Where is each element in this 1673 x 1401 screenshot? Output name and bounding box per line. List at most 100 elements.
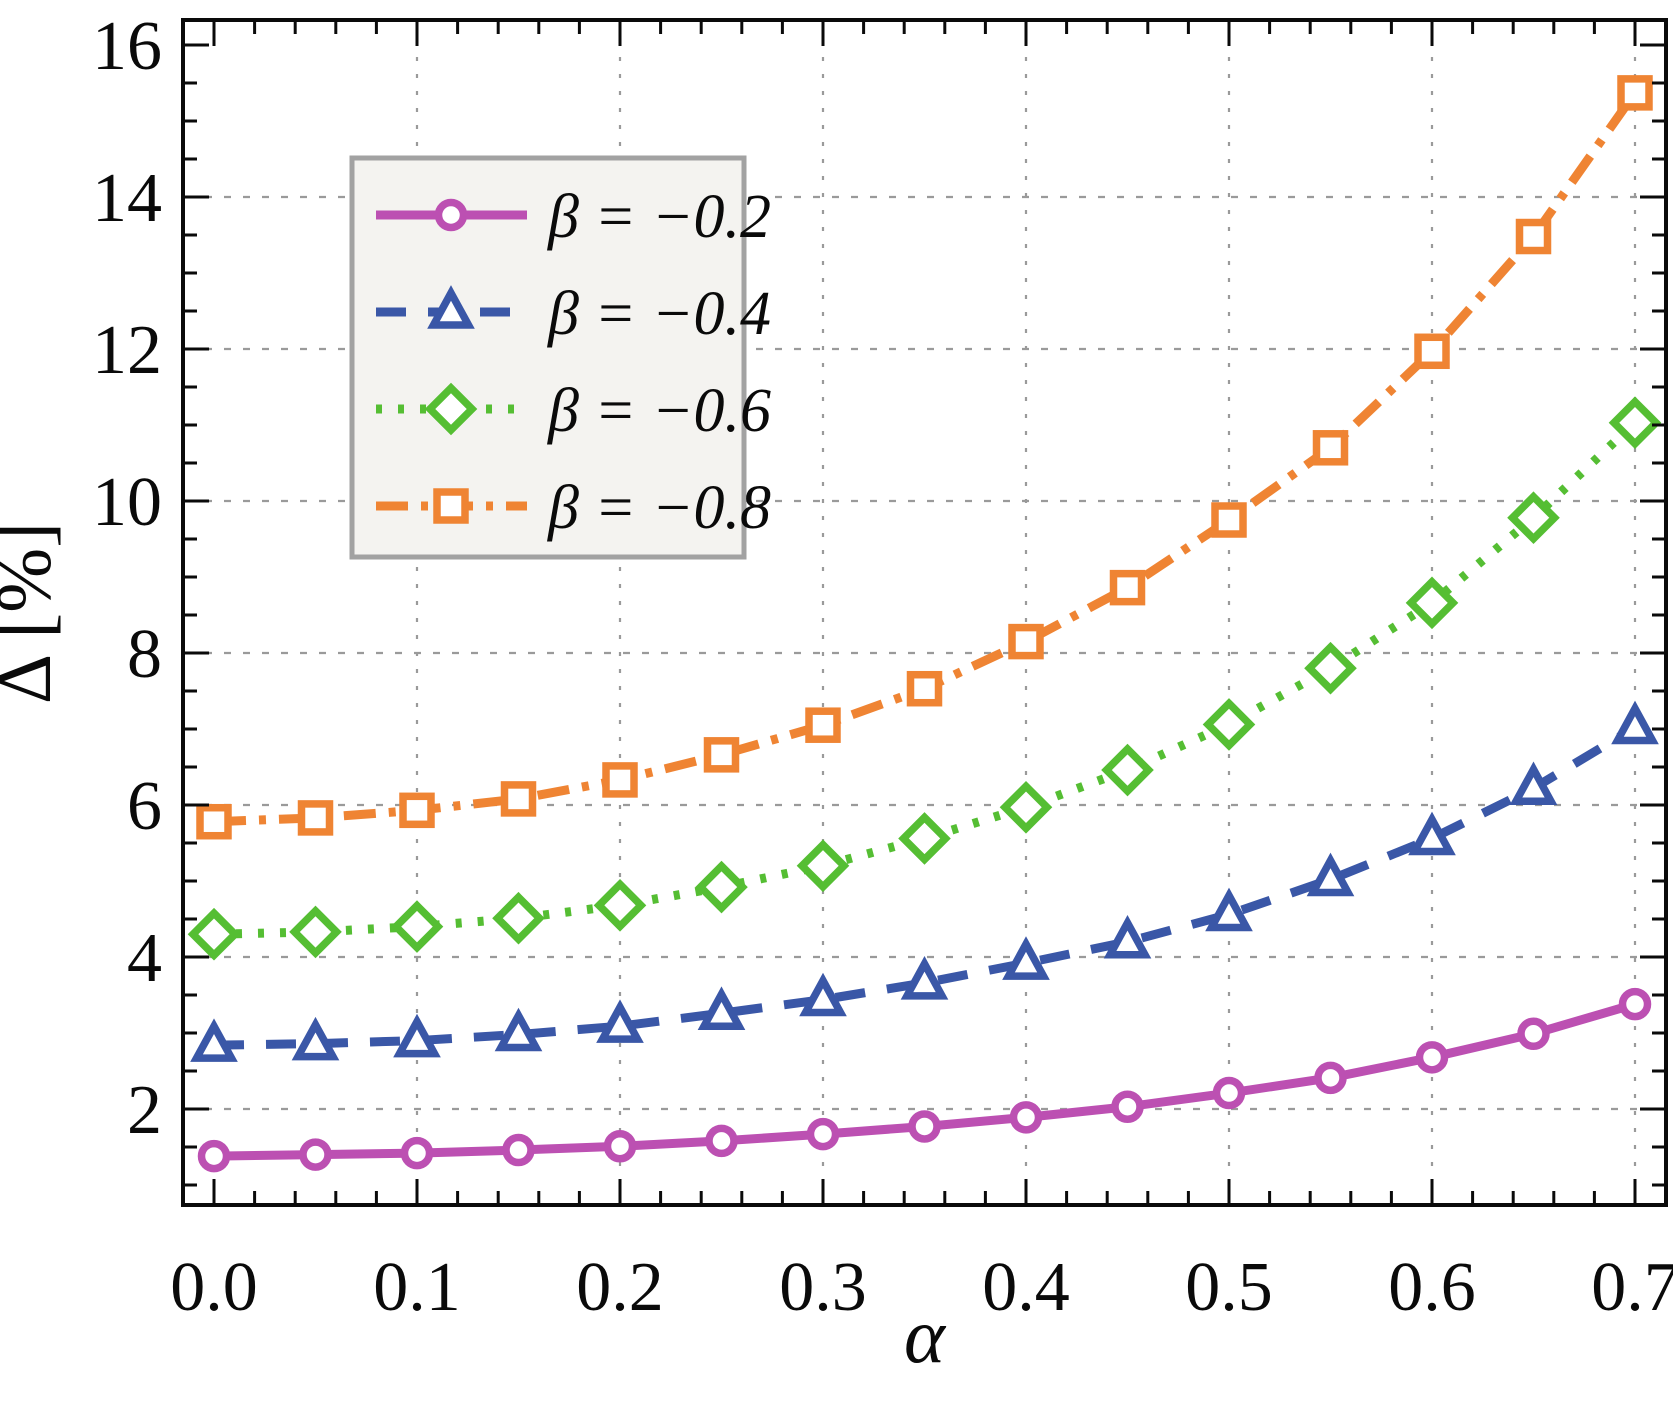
series-beta-neg-0.6: [187, 396, 1662, 961]
marker-diamond: [1304, 641, 1357, 695]
marker-square: [1211, 502, 1247, 538]
legend-item-beta-neg-0.2: β = −0.2: [376, 183, 771, 251]
marker-diamond: [390, 900, 444, 953]
marker-diamond: [187, 907, 241, 961]
marker-circle: [197, 1139, 231, 1173]
x-tick-label: 0.0: [170, 1249, 258, 1326]
x-tick-label: 0.6: [1388, 1249, 1476, 1326]
marker-circle: [1009, 1101, 1043, 1134]
marker-square: [703, 737, 740, 773]
marker-square: [906, 670, 943, 707]
legend-label: β = −0.6: [547, 377, 771, 445]
marker-circle: [806, 1117, 840, 1151]
marker-diamond: [695, 860, 748, 914]
marker-circle: [1415, 1041, 1449, 1074]
marker-triangle: [1408, 811, 1456, 856]
marker-triangle: [1306, 852, 1355, 897]
marker-triangle: [900, 956, 949, 1000]
x-tick-label: 0.3: [779, 1249, 867, 1326]
series-beta-neg-0.2: [197, 987, 1652, 1173]
marker-diamond: [424, 382, 478, 436]
marker-square: [1312, 430, 1349, 466]
marker-circle: [1618, 987, 1652, 1021]
y-tick-label: 12: [92, 312, 162, 389]
marker-circle: [502, 1133, 535, 1167]
marker-diamond: [1101, 743, 1154, 797]
y-axis-title: Δ [%]: [0, 522, 67, 704]
y-tick-labels: 2 4 6 8 10 12 14 16: [92, 8, 162, 1149]
y-tick-label: 16: [92, 8, 162, 85]
marker-circle: [400, 1136, 434, 1170]
x-tick-label: 0.1: [373, 1249, 461, 1326]
marker-triangle: [190, 1018, 238, 1062]
marker-triangle: [291, 1016, 340, 1061]
marker-diamond: [1507, 491, 1560, 545]
x-tick-label: 0.2: [576, 1249, 664, 1326]
plot-frame: [181, 18, 1668, 1207]
marker-square: [602, 762, 638, 798]
x-tick-label: 0.7: [1591, 1249, 1673, 1326]
marker-triangle: [697, 986, 746, 1030]
legend-box: [349, 155, 747, 560]
marker-square: [433, 488, 469, 524]
legend-label: β = −0.8: [547, 474, 771, 542]
marker-diamond: [593, 879, 647, 932]
marker-square: [1008, 623, 1044, 660]
marker-diamond: [999, 780, 1053, 834]
axis-ticks: [183, 20, 1666, 1205]
marker-triangle: [494, 1007, 543, 1052]
legend: β = −0.2 β = −0.4 β = −0.6 β = −0.8: [349, 155, 771, 560]
series-beta-neg-0.8: [196, 75, 1653, 840]
marker-circle: [1314, 1061, 1347, 1095]
axis-titles: Δ [%] α: [0, 522, 947, 1379]
marker-square: [1109, 569, 1146, 606]
legend-item-beta-neg-0.4: β = −0.4: [376, 280, 771, 348]
marker-diamond: [898, 812, 951, 865]
marker-circle: [1111, 1090, 1144, 1123]
y-tick-label: 4: [127, 920, 162, 997]
marker-diamond: [289, 905, 342, 959]
legend-label: β = −0.2: [547, 183, 771, 251]
legend-label: β = −0.4: [547, 280, 771, 348]
series-line: [213, 723, 1638, 1050]
marker-diamond: [1608, 396, 1662, 450]
frame-rect: [181, 18, 1668, 1207]
marker-circle: [1517, 1017, 1550, 1051]
marker-diamond: [492, 891, 545, 945]
marker-triangle: [1002, 936, 1050, 980]
y-tick-label: 2: [127, 1072, 162, 1149]
marker-square: [196, 803, 232, 840]
marker-circle: [908, 1110, 941, 1143]
marker-triangle: [393, 1013, 441, 1058]
marker-circle: [603, 1129, 637, 1163]
y-tick-label: 10: [92, 464, 162, 541]
marker-triangle: [427, 285, 475, 329]
marker-diamond: [1202, 698, 1256, 751]
marker-circle: [1212, 1076, 1246, 1110]
series-layer: [187, 75, 1662, 1173]
marker-diamond: [796, 839, 850, 893]
legend-item-beta-neg-0.8: β = −0.8: [376, 474, 771, 542]
x-tick-labels: 0.0 0.1 0.2 0.3 0.4 0.5 0.6 0.7: [170, 1249, 1673, 1326]
x-tick-label: 0.5: [1185, 1249, 1273, 1326]
marker-square: [805, 707, 841, 743]
y-tick-label: 8: [127, 616, 162, 693]
marker-triangle: [1509, 761, 1558, 806]
marker-triangle: [1205, 887, 1253, 932]
marker-square: [399, 792, 435, 829]
marker-diamond: [1405, 576, 1459, 630]
marker-square: [297, 800, 334, 836]
x-axis-title: α: [904, 1292, 947, 1379]
marker-circle: [705, 1124, 738, 1158]
marker-square: [500, 781, 537, 817]
marker-triangle: [799, 972, 847, 1017]
marker-triangle: [596, 999, 644, 1043]
marker-square: [1515, 218, 1552, 255]
y-tick-label: 14: [92, 160, 162, 237]
x-tick-label: 0.4: [982, 1249, 1070, 1326]
series-beta-neg-0.4: [190, 700, 1659, 1062]
y-tick-label: 6: [127, 768, 162, 845]
legend-item-beta-neg-0.6: β = −0.6: [376, 377, 771, 445]
